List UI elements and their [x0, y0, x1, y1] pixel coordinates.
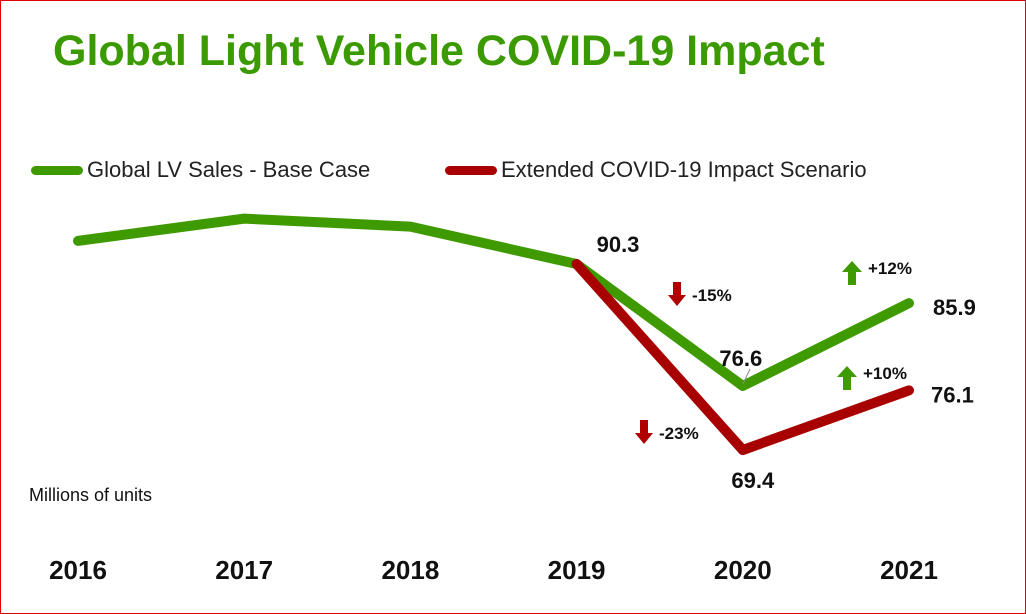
legend-swatch-red: [445, 165, 497, 175]
leader-line: [742, 368, 751, 385]
legend-item-base-case: Global LV Sales - Base Case: [31, 157, 370, 183]
change-label: +10%: [863, 364, 907, 383]
legend-swatch-green: [31, 165, 83, 175]
change-label: +12%: [868, 259, 912, 278]
arrow-down-icon: [635, 420, 653, 444]
data-label: 76.1: [931, 382, 974, 407]
arrow-up-icon: [842, 261, 862, 285]
data-label: 85.9: [933, 295, 976, 320]
data-label: 76.6: [719, 346, 762, 371]
x-tick-label-2020: 2020: [714, 555, 772, 585]
data-label: 90.3: [597, 232, 640, 257]
x-tick-label-2017: 2017: [215, 555, 273, 585]
legend-label: Extended COVID-19 Impact Scenario: [501, 157, 867, 182]
y-axis-label: Millions of units: [29, 485, 153, 505]
x-tick-label-2021: 2021: [880, 555, 938, 585]
legend-label: Global LV Sales - Base Case: [87, 157, 371, 182]
series-line-0: [73, 213, 914, 391]
change-label: -15%: [692, 286, 732, 305]
chart-title: Global Light Vehicle COVID-19 Impact: [53, 27, 825, 75]
data-label: 69.4: [731, 468, 775, 493]
x-tick-label-2016: 2016: [49, 555, 107, 585]
arrow-down-icon: [668, 282, 686, 306]
x-tick-label-2019: 2019: [548, 555, 606, 585]
arrow-up-icon: [837, 366, 857, 390]
x-tick-label-2018: 2018: [381, 555, 439, 585]
legend-item-extended-scenario: Extended COVID-19 Impact Scenario: [445, 157, 867, 183]
change-label: -23%: [659, 424, 699, 443]
